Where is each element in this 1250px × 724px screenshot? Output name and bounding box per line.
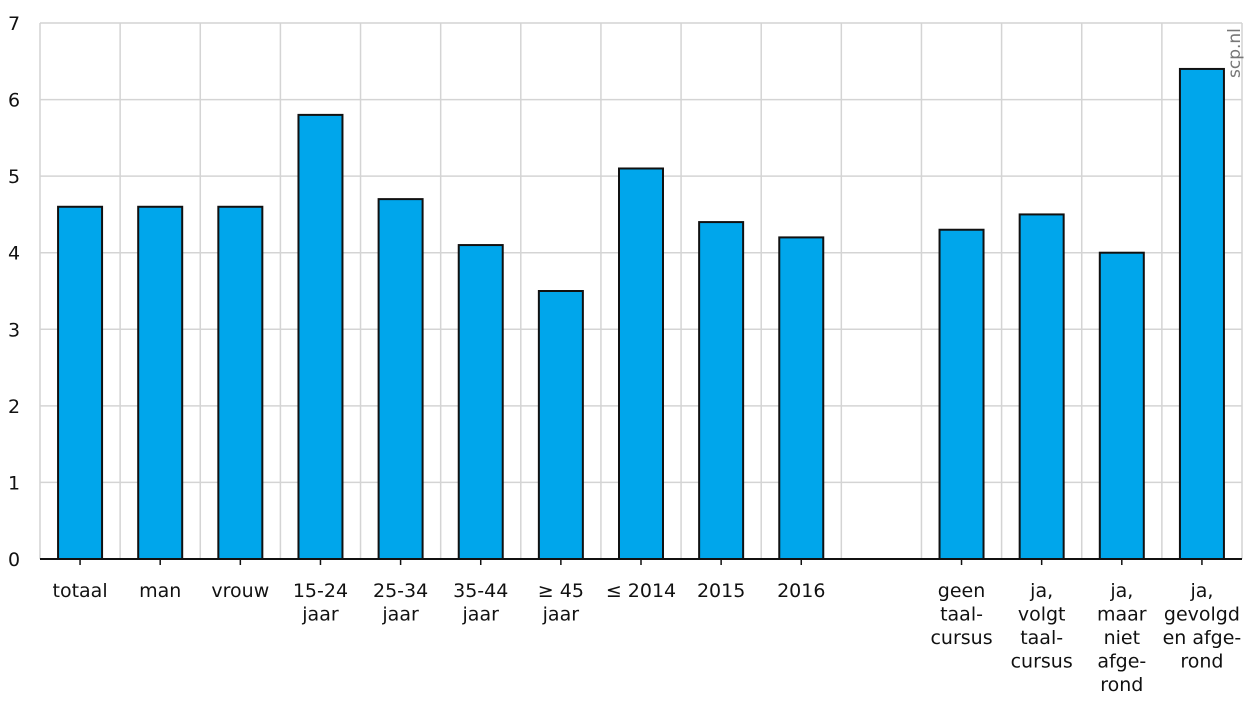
- bar: [137, 205, 184, 560]
- x-category-label: cursus: [930, 627, 992, 649]
- bar: [618, 167, 664, 560]
- x-category-label: jaar: [301, 604, 339, 626]
- x-category-label: ≤ 2014: [606, 580, 676, 602]
- y-tick-label: 1: [8, 472, 20, 494]
- x-category-label: 35-44: [453, 580, 508, 602]
- bar: [698, 221, 745, 560]
- bar: [537, 290, 584, 560]
- x-category-label: totaal: [53, 580, 108, 602]
- gridlines: [39, 22, 1243, 565]
- x-category-label: volgt: [1018, 604, 1066, 626]
- x-category-label: rond: [1180, 651, 1223, 673]
- x-category-label: jaar: [542, 604, 580, 626]
- bars: [57, 67, 1225, 561]
- x-category-label: ja,: [1189, 580, 1213, 602]
- y-tick-label: 2: [8, 396, 20, 418]
- x-category-label: rond: [1100, 674, 1143, 696]
- bar: [57, 205, 104, 560]
- x-category-label: ja,: [1029, 580, 1053, 602]
- x-category-label: ≥ 45: [538, 580, 584, 602]
- bar: [1018, 213, 1065, 561]
- bar: [297, 113, 344, 560]
- x-category-label: jaar: [462, 604, 500, 626]
- bar: [938, 228, 985, 560]
- x-category-label: 15-24: [293, 580, 348, 602]
- watermark-label: scp.nl: [1225, 28, 1245, 78]
- y-tick-label: 6: [8, 90, 20, 112]
- x-category-label: ja,: [1109, 580, 1133, 602]
- x-category-label: maar: [1097, 604, 1147, 626]
- x-category-label: 2015: [697, 580, 745, 602]
- y-tick-label: 7: [8, 13, 20, 35]
- bar: [377, 198, 424, 560]
- y-tick-label: 5: [8, 166, 20, 188]
- x-category-label: cursus: [1011, 651, 1073, 673]
- x-category-label: afge-: [1097, 651, 1146, 673]
- bar: [1098, 251, 1145, 560]
- x-category-label: man: [139, 580, 181, 602]
- x-category-label: vrouw: [211, 580, 269, 602]
- y-tick-label: 3: [8, 319, 20, 341]
- y-tick-label: 4: [8, 243, 20, 265]
- bar: [457, 244, 504, 561]
- x-category-label: niet: [1104, 627, 1140, 649]
- x-category-label: 25-34: [373, 580, 428, 602]
- bar: [217, 205, 264, 560]
- x-category-label: taal-: [940, 604, 983, 626]
- x-category-label: geen: [938, 580, 985, 602]
- x-category-label: taal-: [1020, 627, 1063, 649]
- y-tick-label: 0: [8, 549, 20, 571]
- x-category-label: jaar: [381, 604, 419, 626]
- x-category-label: en afge-: [1163, 627, 1242, 649]
- bar: [778, 236, 825, 560]
- y-axis-tick-labels: 0 1 2 3 4 5 6 7: [8, 13, 20, 571]
- category-labels: totaal man vrouw 15-24jaar25-34jaar35-44jaa…: [53, 580, 1242, 696]
- x-category-label: 2016: [777, 580, 825, 602]
- x-category-label: gevolgd: [1164, 604, 1240, 626]
- bar: [1178, 67, 1225, 560]
